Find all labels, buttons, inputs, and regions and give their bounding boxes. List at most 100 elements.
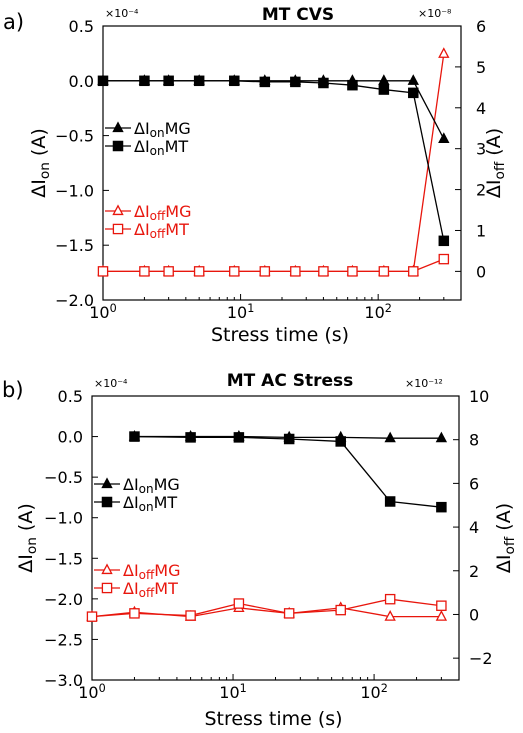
chart1-legend-marker — [101, 582, 113, 594]
chart1-left-tick-label: 0.0 — [58, 428, 83, 447]
chart1-legend-label: ΔIonMG — [123, 475, 180, 496]
chart1-legend-label: ΔIoffMT — [123, 579, 178, 600]
chart1-data-point-ΔIonMT — [436, 501, 447, 513]
chart0-data-point-ΔIoffMT — [259, 266, 271, 277]
chart1-data-point-ΔIonMT — [233, 432, 245, 443]
chart0-data-point-ΔIonMT — [318, 77, 329, 89]
chart1-x-tick-label: 101 — [219, 682, 246, 703]
chart0-legend-label: ΔIonMT — [134, 137, 188, 158]
chart1-left-tick-label: −1.0 — [44, 509, 83, 528]
chart0-legend-label: ΔIoffMT — [134, 220, 189, 241]
chart0-right-axis-label: ΔIoff (A) — [483, 128, 508, 198]
chart0-x-tick-label: 102 — [364, 302, 391, 323]
chart0-data-point-ΔIoffMT — [193, 266, 205, 277]
chart0-data-point-ΔIoffMT — [438, 253, 450, 265]
chart1-left-multiplier: ×10⁻⁴ — [94, 377, 128, 390]
chart0-legend-marker — [112, 140, 124, 152]
chart1-left-tick-label: −2.5 — [44, 630, 83, 649]
chart0-left-axis-label: ΔIon (A) — [28, 128, 53, 198]
chart1-data-point-ΔIonMT — [384, 496, 396, 507]
chart0-legend-marker — [112, 223, 124, 235]
chart0-data-point-ΔIonMG — [438, 132, 450, 143]
chart1-data-point-ΔIonMG — [384, 431, 396, 443]
chart1-data-point-ΔIonMT — [185, 432, 196, 443]
chart0-legend-marker — [112, 204, 124, 216]
chart0-data-point-ΔIonMT — [193, 75, 205, 87]
chart1-data-point-ΔIoffMG — [435, 610, 448, 621]
chart0-data-point-ΔIoffMT — [408, 266, 419, 277]
chart0-x-tick-label: 100 — [89, 302, 116, 323]
chart0-left-tick-label: 0.5 — [69, 17, 94, 36]
chart1-data-point-ΔIoffMT — [384, 593, 396, 605]
chart1-title: MT AC Stress — [227, 371, 354, 391]
chart0-data-point-ΔIonMT — [378, 84, 390, 95]
chart1-right-tick-label: 8 — [469, 431, 479, 450]
chart1-right-tick-label: 6 — [469, 474, 479, 493]
chart0-x-tick-label: 101 — [227, 302, 254, 323]
chart1-left-tick-label: −3.0 — [44, 671, 83, 690]
chart1-data-point-ΔIoffMT — [185, 610, 196, 621]
chart1-right-axis-label: ΔIoff (A) — [493, 503, 518, 573]
chart0-data-point-ΔIonMT — [163, 75, 174, 87]
chart1-legend-marker — [101, 496, 113, 508]
chart0-data-point-ΔIonMT — [408, 87, 419, 99]
chart0-data-point-ΔIoffMT — [290, 266, 301, 277]
chart0-title: MT CVS — [262, 5, 334, 25]
chart1-legend-label: ΔIoffMG — [123, 561, 180, 582]
chart1-x-axis-label: Stress time (s) — [204, 708, 342, 730]
chart0-data-point-ΔIonMT — [97, 75, 109, 87]
chart0-data-point-ΔIoffMG — [438, 47, 450, 58]
chart1-right-axis-label-group: ΔIoff (A) — [493, 503, 518, 573]
chart0-right-tick-label: 1 — [476, 221, 486, 240]
chart1-data-point-ΔIonMT — [129, 431, 140, 442]
chart1-data-point-ΔIoffMT — [233, 598, 245, 609]
chart0-data-point-ΔIonMT — [438, 235, 450, 247]
chart1-data-point-ΔIoffMT — [129, 608, 140, 619]
chart0-data-point-ΔIonMT — [259, 76, 271, 88]
chart0-plot-frame — [102, 25, 462, 301]
chart0-right-tick-label: 5 — [476, 58, 486, 77]
chart1-left-tick-label: −0.5 — [44, 468, 83, 487]
chart1-data-point-ΔIoffMT — [283, 608, 295, 619]
chart1-left-tick-label: −1.5 — [44, 549, 83, 568]
chart0-data-point-ΔIoffMT — [347, 266, 358, 277]
chart1-data-point-ΔIoffMT — [436, 600, 447, 611]
chart0-panel-label: a) — [3, 10, 24, 34]
chart1-data-point-ΔIonMT — [335, 436, 346, 447]
chart1-data-point-ΔIonMG — [435, 431, 448, 443]
chart0-data-point-ΔIonMG — [378, 74, 390, 85]
chart1-data-point-ΔIoffMG — [384, 610, 396, 621]
chart1-right-multiplier: ×10⁻¹² — [405, 377, 443, 390]
chart1-x-tick-label: 100 — [78, 682, 105, 703]
chart0-right-tick-label: 2 — [476, 181, 486, 200]
chart0-right-tick-label: 6 — [476, 17, 486, 36]
chart0-data-point-ΔIonMT — [347, 79, 358, 91]
chart0-data-point-ΔIonMG — [407, 74, 419, 85]
chart0-series-line-ΔIoffMT — [103, 258, 445, 273]
chart1-left-tick-label: 0.5 — [58, 387, 83, 406]
chart0-left-tick-label: −2.0 — [55, 291, 94, 310]
chart1-legend-label: ΔIonMT — [123, 493, 177, 514]
chart1-left-axis-label-group: ΔIon (A) — [15, 503, 40, 573]
chart1-legend-marker — [101, 563, 113, 575]
chart0-data-point-ΔIoffMT — [229, 266, 240, 277]
chart0-left-axis-label-group: ΔIon (A) — [28, 128, 53, 198]
chart0-right-multiplier: ×10⁻⁸ — [418, 7, 452, 20]
chart0-left-tick-label: −1.5 — [55, 236, 94, 255]
chart0-left-multiplier: ×10⁻⁴ — [105, 7, 139, 20]
chart0-legend-marker — [112, 121, 124, 133]
chart0-left-tick-label: −1.0 — [55, 181, 94, 200]
chart0-data-point-ΔIonMT — [139, 75, 150, 87]
chart1-data-point-ΔIoffMT — [335, 604, 346, 616]
chart0-data-point-ΔIoffMT — [163, 266, 174, 277]
chart1-right-tick-label: 0 — [469, 605, 479, 624]
chart1-right-tick-label: 2 — [469, 562, 479, 581]
chart0-x-axis-label: Stress time (s) — [211, 324, 349, 346]
chart0-data-point-ΔIonMT — [229, 75, 240, 87]
chart0-data-point-ΔIoffMT — [378, 266, 390, 277]
chart1-right-tick-label: 10 — [469, 387, 489, 406]
chart1-x-tick-label: 102 — [360, 682, 387, 703]
chart0-right-tick-label: 3 — [476, 140, 486, 159]
chart1-left-axis-label: ΔIon (A) — [15, 503, 40, 573]
